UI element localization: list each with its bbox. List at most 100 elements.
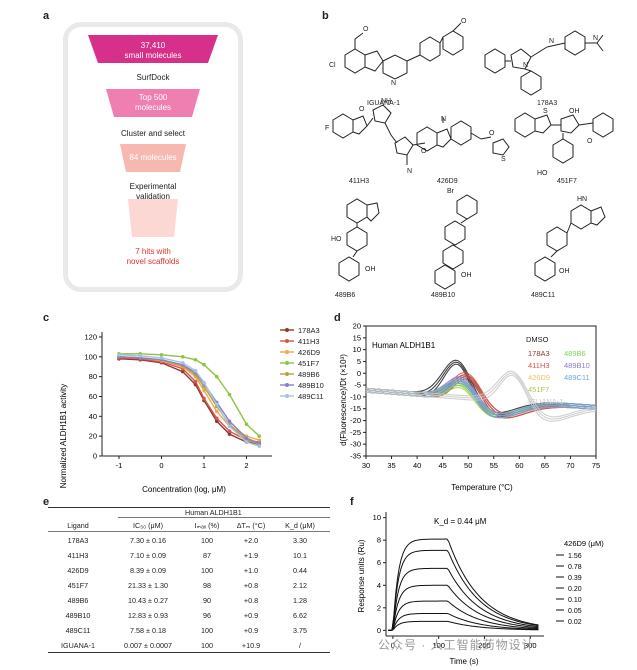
cell-imax: 100 bbox=[201, 626, 213, 635]
sensorgram-0.10 bbox=[388, 600, 539, 631]
legend-label-489B6: 489B6 bbox=[564, 349, 586, 358]
cell-dtm: +0.9 bbox=[243, 611, 259, 620]
melt-curve-IGUANA-1 bbox=[365, 370, 597, 418]
y-tick-label: 20 bbox=[89, 432, 97, 441]
point-489B10 bbox=[257, 441, 262, 445]
point-411H3 bbox=[227, 429, 232, 433]
chart-d-ylabel: d(Fluorescence)/Dt (×10³) bbox=[339, 354, 348, 446]
x-tick-label: 30 bbox=[362, 461, 370, 470]
point-451F7 bbox=[257, 434, 262, 438]
chemical-structures: Cl O O N IGUANA-1 N N N 178A3 F O O N NH… bbox=[325, 18, 614, 299]
cell-kd: 6.62 bbox=[293, 611, 307, 620]
table-row: 489B6 10.43 ± 0.27 90 +0.8 1.28 bbox=[48, 593, 324, 608]
y-tick-label: -30 bbox=[350, 440, 361, 449]
y-tick-label: 80 bbox=[89, 372, 97, 381]
funnel-step-1 bbox=[88, 35, 218, 63]
structure-411h3: F O O N NH 411H3 bbox=[325, 98, 427, 185]
legend-label-426D9: 426D9 bbox=[528, 373, 550, 382]
point-489C11 bbox=[138, 354, 143, 358]
x-tick-label: 0 bbox=[391, 641, 395, 650]
sensorgram-0.20 bbox=[388, 584, 539, 631]
legend-label-DMSO: DMSO bbox=[526, 335, 549, 344]
y-tick-label: 10 bbox=[373, 513, 381, 522]
point-489C11 bbox=[257, 444, 262, 448]
atom-nh: NH bbox=[381, 98, 391, 105]
cell-ligand: 489B10 bbox=[65, 611, 91, 620]
atom-n: N bbox=[391, 80, 396, 87]
legend-label-0.39: 0.39 bbox=[568, 575, 582, 582]
table-row: 426D9 8.39 ± 0.09 100 +1.0 0.44 bbox=[48, 563, 324, 578]
point-489C11 bbox=[202, 380, 206, 385]
cell-dtm: +0.8 bbox=[243, 581, 259, 590]
y-tick-label: -5 bbox=[354, 381, 361, 390]
funnel-hits-text: 7 hits with novel scaffolds bbox=[126, 247, 180, 266]
x-tick-label: 300 bbox=[524, 641, 537, 650]
col-dtm: ΔTₘ (°C) bbox=[236, 521, 266, 530]
funnel-step5-text: 84 molecules bbox=[129, 153, 177, 162]
point-489C11 bbox=[193, 368, 198, 373]
atom-oh: OH bbox=[365, 266, 376, 273]
thermal-shift-chart: d(Fluorescence)/Dt (×10³) Temperature (°… bbox=[339, 322, 600, 493]
cell-dtm: +1.9 bbox=[243, 551, 259, 560]
cell-imax: 90 bbox=[203, 596, 211, 605]
legend-label-IGUANA-1: IGUANA-1 bbox=[528, 397, 563, 406]
atom-hn: HN bbox=[577, 196, 587, 203]
sensorgram-0.78 bbox=[388, 549, 539, 631]
structure-label-489c11: 489C11 bbox=[531, 292, 555, 299]
atom-oh: OH bbox=[559, 268, 570, 275]
point-451F7 bbox=[159, 353, 164, 357]
point-411H3 bbox=[202, 396, 206, 401]
cell-kd: 3.30 bbox=[293, 536, 307, 545]
atom-f: F bbox=[325, 125, 329, 132]
x-tick-label: 35 bbox=[387, 461, 395, 470]
cell-dtm: +0.8 bbox=[243, 596, 259, 605]
x-tick-label: 1 bbox=[202, 461, 206, 470]
point-451F7 bbox=[214, 374, 219, 379]
cell-dtm: +1.0 bbox=[243, 566, 259, 575]
curve-489C11 bbox=[118, 354, 260, 447]
legend-marker-411H3 bbox=[285, 339, 289, 343]
cell-dtm: +0.9 bbox=[243, 626, 259, 635]
atom-n: N bbox=[441, 116, 446, 123]
legend-marker-178A3 bbox=[285, 328, 289, 332]
legend-label-0.20: 0.20 bbox=[568, 586, 582, 593]
table-row: IGUANA-1 0.007 ± 0.0007 100 +10.9 / bbox=[48, 638, 324, 653]
y-tick-label: 120 bbox=[84, 332, 97, 341]
point-489C11 bbox=[214, 402, 219, 407]
legend-marker-451F7 bbox=[285, 361, 289, 365]
panel-label-a: a bbox=[43, 10, 50, 22]
panel-label-e: e bbox=[43, 496, 50, 508]
legend-label-178A3: 178A3 bbox=[298, 326, 320, 335]
legend-label-0.02: 0.02 bbox=[568, 619, 582, 626]
x-tick-label: 0 bbox=[159, 461, 163, 470]
y-tick-label: -20 bbox=[350, 416, 361, 425]
x-tick-label: 60 bbox=[515, 461, 523, 470]
cell-ic50: 10.43 ± 0.27 bbox=[128, 596, 168, 605]
atom-o: O bbox=[363, 26, 369, 33]
panel-label-f: f bbox=[350, 496, 354, 508]
point-489B10 bbox=[244, 436, 249, 440]
atom-o: O bbox=[461, 18, 467, 25]
ligand-table: Ligand IC₅₀ (μM) Iₘₐₓ (%) ΔTₘ (°C) K_d (… bbox=[48, 518, 324, 653]
legend-label-0.05: 0.05 bbox=[568, 608, 582, 615]
structure-label-411h3: 411H3 bbox=[349, 178, 369, 185]
point-451F7 bbox=[193, 357, 198, 362]
cell-imax: 98 bbox=[203, 581, 211, 590]
chart-c-xlabel: Concentration (log, μM) bbox=[142, 485, 226, 494]
cell-ligand: 178A3 bbox=[67, 536, 89, 545]
curve-489B10 bbox=[118, 356, 260, 444]
screening-funnel: 37,410 small molecules SurfDock Top 500 mo… bbox=[63, 22, 243, 292]
y-tick-label: 15 bbox=[353, 333, 361, 342]
legend-marker-489B6 bbox=[285, 372, 289, 376]
cell-kd: 0.44 bbox=[293, 566, 307, 575]
col-imax: Iₘₐₓ (%) bbox=[194, 521, 220, 530]
curve-178A3 bbox=[118, 358, 260, 445]
y-tick-label: 40 bbox=[89, 412, 97, 421]
cell-kd: 2.12 bbox=[293, 581, 307, 590]
x-tick-label: 100 bbox=[432, 641, 445, 650]
point-411H3 bbox=[214, 416, 219, 421]
point-489C11 bbox=[117, 353, 121, 357]
y-tick-label: -35 bbox=[350, 452, 361, 461]
sensorgram-0.05 bbox=[388, 612, 539, 631]
funnel-step3-text: Top 500 molecules bbox=[134, 93, 171, 112]
